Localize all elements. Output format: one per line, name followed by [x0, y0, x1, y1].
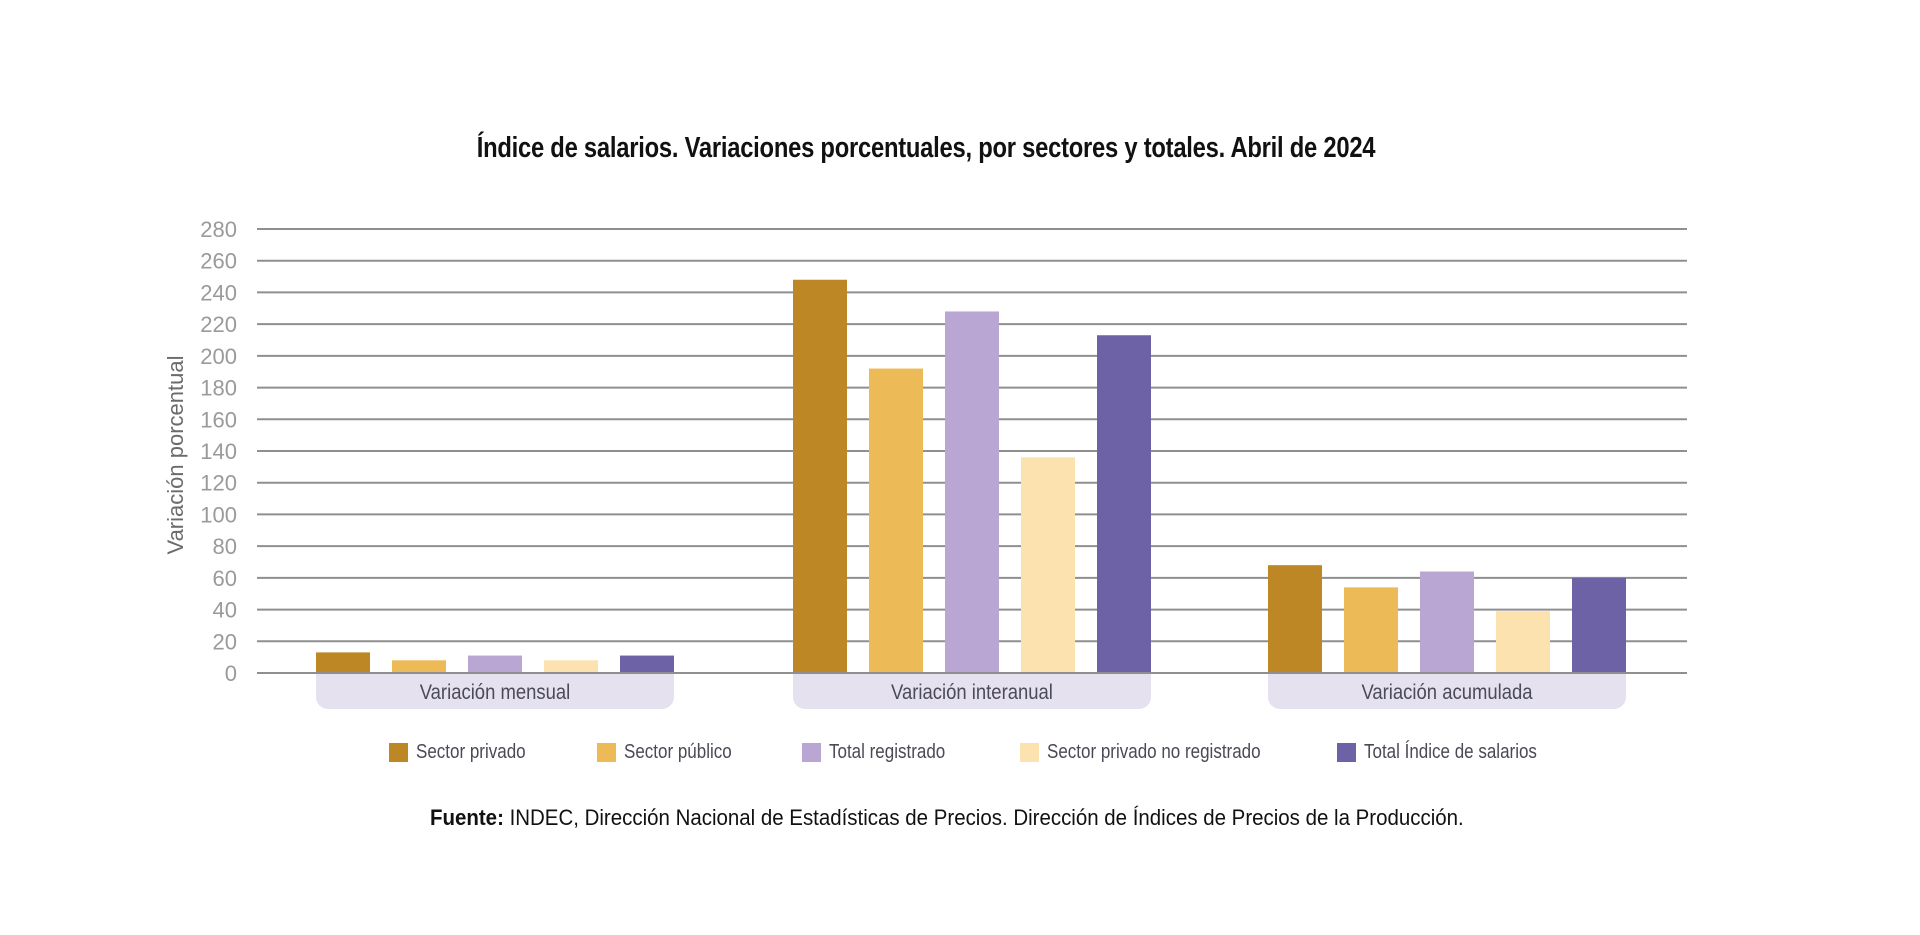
bar	[1496, 611, 1550, 673]
category-label-box-top	[793, 673, 1151, 687]
category-label-box-top	[316, 673, 674, 687]
legend-swatch	[802, 742, 821, 762]
legend-item: Sector privado	[389, 737, 545, 767]
category-label-box-top	[1268, 673, 1626, 687]
y-tick-label: 260	[200, 249, 237, 274]
bar	[793, 279, 847, 673]
bar	[1021, 457, 1075, 673]
y-tick-label: 240	[200, 280, 237, 305]
y-tick-label: 120	[200, 471, 237, 496]
legend-label: Sector privado no registrado	[1047, 740, 1261, 763]
bar	[869, 368, 923, 673]
y-tick-label: 100	[200, 502, 237, 527]
x-category-label: Variación interanual	[891, 681, 1053, 704]
legend-label: Sector privado	[416, 740, 526, 763]
bar	[544, 660, 598, 673]
bar	[316, 652, 370, 673]
chart-title: Índice de salarios. Variaciones porcentu…	[476, 132, 1376, 164]
y-tick-label: 60	[213, 566, 237, 591]
y-tick-label: 40	[213, 598, 237, 623]
category-labels: Variación mensual Variación interanual Var…	[316, 673, 1626, 709]
y-tick-label: 180	[200, 376, 237, 401]
y-tick-label: 140	[200, 439, 237, 464]
source-label: Fuente:	[430, 805, 504, 830]
legend-swatch	[1020, 742, 1039, 762]
y-tick-label: 280	[200, 217, 237, 242]
legend-item: Sector público	[597, 737, 751, 767]
legend-swatch	[389, 742, 408, 762]
bars	[257, 279, 1687, 674]
y-tick-label: 20	[213, 629, 237, 654]
y-tick-label: 200	[200, 344, 237, 369]
bar	[1344, 587, 1398, 673]
x-category-label: Variación mensual	[420, 681, 571, 704]
source-note: Fuente: INDEC, Dirección Nacional de Est…	[430, 805, 1464, 831]
legend-item: Total registrado	[802, 737, 966, 767]
bar	[468, 655, 522, 673]
legend-label: Total registrado	[829, 740, 946, 763]
bar	[1097, 335, 1151, 673]
legend-item: Total Índice de salarios	[1337, 737, 1567, 767]
legend: Sector privado Sector público Total regist…	[0, 737, 1920, 767]
bar	[1420, 571, 1474, 673]
legend-swatch	[597, 742, 616, 762]
y-tick-label: 80	[213, 534, 237, 559]
bar	[620, 655, 674, 673]
source-text: INDEC, Dirección Nacional de Estadística…	[503, 805, 1464, 830]
y-tick-label: 160	[200, 407, 237, 432]
y-tick-label: 0	[225, 661, 237, 686]
legend-swatch	[1337, 742, 1356, 762]
bar	[945, 311, 999, 673]
bar	[1572, 577, 1626, 673]
bar	[1268, 565, 1322, 673]
y-axis-ticks: 0 20 40 60 80 100 120 140 160 180 200 220 240 260 280	[200, 217, 237, 686]
y-axis-label: Variación porcentual	[163, 356, 188, 555]
legend-label: Sector público	[624, 740, 732, 763]
legend-item: Sector privado no registrado	[1020, 737, 1298, 767]
bar	[392, 660, 446, 673]
x-category-label: Variación acumulada	[1361, 681, 1532, 704]
y-tick-label: 220	[200, 312, 237, 337]
legend-label: Total Índice de salarios	[1364, 740, 1537, 763]
